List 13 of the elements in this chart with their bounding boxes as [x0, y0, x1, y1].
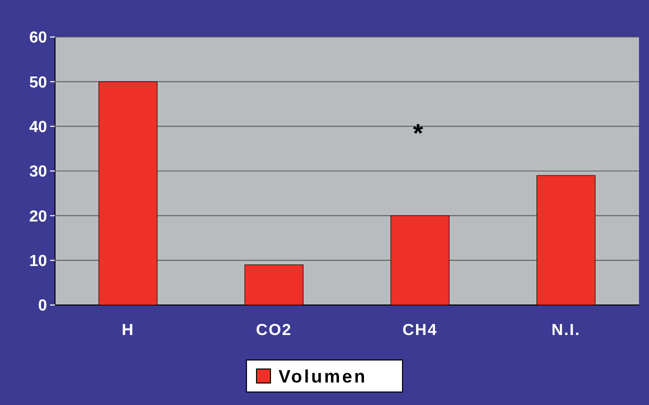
- y-tick-label: 10: [29, 252, 48, 270]
- y-tick-label: 0: [38, 298, 48, 315]
- annotation: *: [412, 118, 424, 148]
- y-tick-label: 50: [29, 74, 48, 92]
- x-tick-label: N.I.: [552, 322, 580, 339]
- y-tick-label: 30: [29, 164, 48, 181]
- y-tick-label: 60: [29, 30, 48, 47]
- x-tick-label: CH4: [402, 322, 438, 339]
- legend-label: Volumen: [278, 366, 368, 386]
- x-tick-label: CO2: [256, 322, 292, 339]
- y-tick-label: 40: [29, 118, 48, 136]
- y-tick-label: 20: [29, 208, 48, 226]
- x-tick-label: H: [122, 322, 134, 339]
